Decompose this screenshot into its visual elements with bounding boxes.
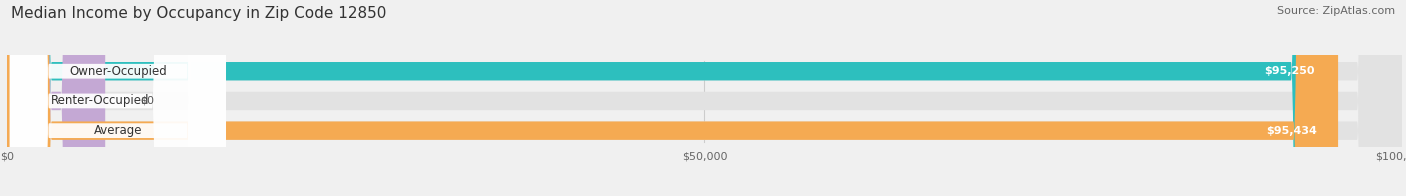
- FancyBboxPatch shape: [10, 0, 226, 196]
- FancyBboxPatch shape: [7, 0, 1336, 196]
- Text: $95,250: $95,250: [1264, 66, 1315, 76]
- FancyBboxPatch shape: [10, 0, 226, 196]
- Text: Average: Average: [94, 124, 142, 137]
- FancyBboxPatch shape: [7, 0, 1402, 196]
- FancyBboxPatch shape: [10, 0, 191, 196]
- FancyBboxPatch shape: [7, 0, 1402, 196]
- FancyBboxPatch shape: [7, 0, 1339, 196]
- Text: Renter-Occupied: Renter-Occupied: [51, 94, 149, 107]
- Text: $0: $0: [141, 96, 155, 106]
- Text: $95,434: $95,434: [1267, 126, 1317, 136]
- FancyBboxPatch shape: [7, 0, 1402, 196]
- Text: Source: ZipAtlas.com: Source: ZipAtlas.com: [1277, 6, 1395, 16]
- Text: Median Income by Occupancy in Zip Code 12850: Median Income by Occupancy in Zip Code 1…: [11, 6, 387, 21]
- Text: Owner-Occupied: Owner-Occupied: [69, 65, 167, 78]
- FancyBboxPatch shape: [7, 0, 105, 196]
